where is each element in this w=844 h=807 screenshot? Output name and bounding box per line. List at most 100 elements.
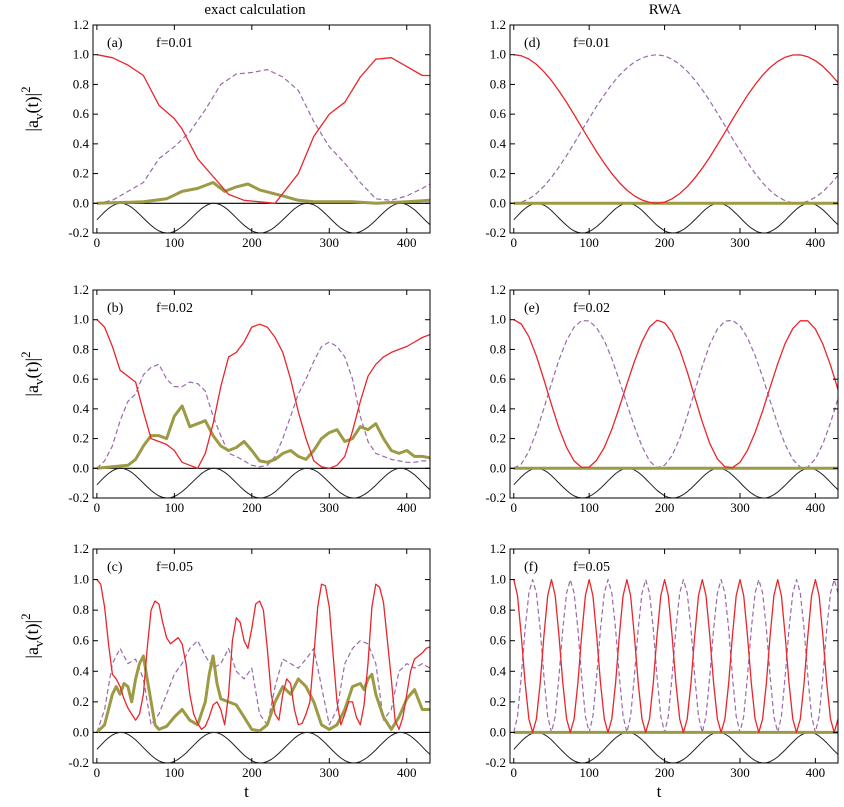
panel-e: -0.2 0.0 0.2 0.4 0.6 0.8 1.0 1.2 0 100 200 300 400 (e… xyxy=(485,282,839,515)
x-tick-label: 300 xyxy=(320,235,340,250)
y-tick-label: 0.0 xyxy=(73,460,89,475)
panel-label: (c) xyxy=(107,560,123,575)
panels: -0.2 0.0 0.2 0.4 0.6 0.8 1.0 1.2 0 100 200 300 400 (a… xyxy=(18,17,839,801)
x-tick-label: 300 xyxy=(320,765,340,780)
y-tick-label: 1.0 xyxy=(490,572,506,587)
y-tick-label: 0.0 xyxy=(490,460,506,475)
y-tick-label: 0.6 xyxy=(490,633,507,648)
x-axis-label: t xyxy=(657,782,662,801)
y-tick-label: 0.4 xyxy=(73,401,90,416)
series-red-solid xyxy=(513,54,838,204)
series-red-solid xyxy=(96,54,430,204)
plot-frame xyxy=(509,548,839,764)
y-tick-label: 1.0 xyxy=(73,312,89,327)
panel-label: (b) xyxy=(107,301,124,316)
x-tick-label: 100 xyxy=(579,235,599,250)
series-black-thin xyxy=(96,731,430,763)
series-black-thin xyxy=(96,202,430,233)
panel-param: f=0.01 xyxy=(573,36,610,51)
y-tick-label: 0.8 xyxy=(73,341,89,356)
y-tick-label: 0.4 xyxy=(73,663,90,678)
y-tick-label: 0.2 xyxy=(73,431,89,446)
y-tick-label: 1.0 xyxy=(73,47,89,62)
panel-b: -0.2 0.0 0.2 0.4 0.6 0.8 1.0 1.2 0 100 200 300 400 (b… xyxy=(18,282,431,515)
y-tick-label: 0.4 xyxy=(73,136,90,151)
y-tick-label: 0.0 xyxy=(490,195,506,210)
panel-param: f=0.01 xyxy=(156,36,193,51)
y-tick-label: 0.2 xyxy=(490,694,506,709)
series-purple-dashed xyxy=(513,319,838,469)
y-tick-label: 0.8 xyxy=(73,602,89,617)
x-tick-label: 200 xyxy=(242,235,262,250)
series-red-solid xyxy=(96,319,430,469)
y-tick-label: 1.2 xyxy=(490,17,506,32)
panel-c: -0.2 0.0 0.2 0.4 0.6 0.8 1.0 1.2 0 100 200 300 400 (c… xyxy=(18,541,431,801)
x-tick-label: 200 xyxy=(655,500,675,515)
y-tick-label: 0.4 xyxy=(490,401,507,416)
x-tick-label: 200 xyxy=(242,500,262,515)
y-tick-label: 1.0 xyxy=(490,47,506,62)
y-tick-label: 0.4 xyxy=(490,663,507,678)
x-axis-label: t xyxy=(244,782,249,801)
x-tick-label: 400 xyxy=(806,765,826,780)
series-red-solid xyxy=(96,579,430,731)
y-tick-label: 0.6 xyxy=(73,106,90,121)
plot-frame xyxy=(92,289,431,499)
x-tick-label: 0 xyxy=(94,765,101,780)
y-tick-label: 1.0 xyxy=(73,572,89,587)
panel-param: f=0.05 xyxy=(156,560,193,575)
x-tick-label: 400 xyxy=(806,235,826,250)
series-black-thin xyxy=(513,202,838,233)
y-tick-label: 1.2 xyxy=(73,541,89,556)
y-tick-label: 0.0 xyxy=(490,724,506,739)
y-tick-label: -0.2 xyxy=(68,490,89,505)
plot-frame xyxy=(92,548,431,764)
y-axis-label: |av(t)|2 xyxy=(18,613,46,658)
right-column-title: RWA xyxy=(649,2,682,18)
panel-label: (f) xyxy=(524,560,538,575)
plot-frame xyxy=(92,24,431,234)
y-tick-label: 1.2 xyxy=(73,282,89,297)
x-tick-label: 0 xyxy=(94,500,101,515)
x-tick-label: 0 xyxy=(511,235,518,250)
x-tick-label: 0 xyxy=(94,235,101,250)
x-tick-label: 100 xyxy=(165,235,185,250)
series-red-solid xyxy=(513,578,838,734)
y-tick-label: 0.8 xyxy=(490,76,506,91)
y-tick-label: 0.0 xyxy=(73,724,89,739)
y-tick-label: 0.6 xyxy=(490,106,507,121)
x-tick-label: 100 xyxy=(165,765,185,780)
x-tick-label: 400 xyxy=(397,500,417,515)
y-tick-label: 1.2 xyxy=(73,17,89,32)
x-tick-label: 0 xyxy=(511,765,518,780)
panel-label: (e) xyxy=(524,301,540,316)
panel-param: f=0.02 xyxy=(573,301,610,316)
x-tick-label: 100 xyxy=(165,500,185,515)
y-tick-label: 0.2 xyxy=(73,166,89,181)
y-tick-label: 0.8 xyxy=(490,602,506,617)
y-tick-label: -0.2 xyxy=(68,225,89,240)
y-tick-label: 0.8 xyxy=(490,341,506,356)
series-purple-dashed xyxy=(96,341,430,469)
panel-param: f=0.02 xyxy=(156,301,193,316)
y-tick-label: -0.2 xyxy=(485,225,506,240)
plot-frame xyxy=(509,289,839,499)
y-tick-label: -0.2 xyxy=(485,490,506,505)
panel-param: f=0.05 xyxy=(573,560,610,575)
panel-label: (a) xyxy=(107,36,123,51)
y-tick-label: 0.6 xyxy=(490,371,507,386)
plot-frame xyxy=(509,24,839,234)
series-olive-bold xyxy=(96,181,430,205)
x-tick-label: 400 xyxy=(806,500,826,515)
series-purple-dashed xyxy=(96,69,430,204)
panel-d: -0.2 0.0 0.2 0.4 0.6 0.8 1.0 1.2 0 100 200 300 400 (d… xyxy=(485,17,839,250)
x-tick-label: 400 xyxy=(397,235,417,250)
series-olive-bold xyxy=(95,654,430,734)
y-axis-label: |av(t)|2 xyxy=(18,351,46,396)
y-tick-label: -0.2 xyxy=(68,755,89,770)
series-purple-dashed xyxy=(513,54,838,204)
series-black-thin xyxy=(513,467,838,498)
left-column-title: exact calculation xyxy=(204,2,306,18)
panel-f: -0.2 0.0 0.2 0.4 0.6 0.8 1.0 1.2 0 100 200 300 400 (f… xyxy=(485,541,839,801)
